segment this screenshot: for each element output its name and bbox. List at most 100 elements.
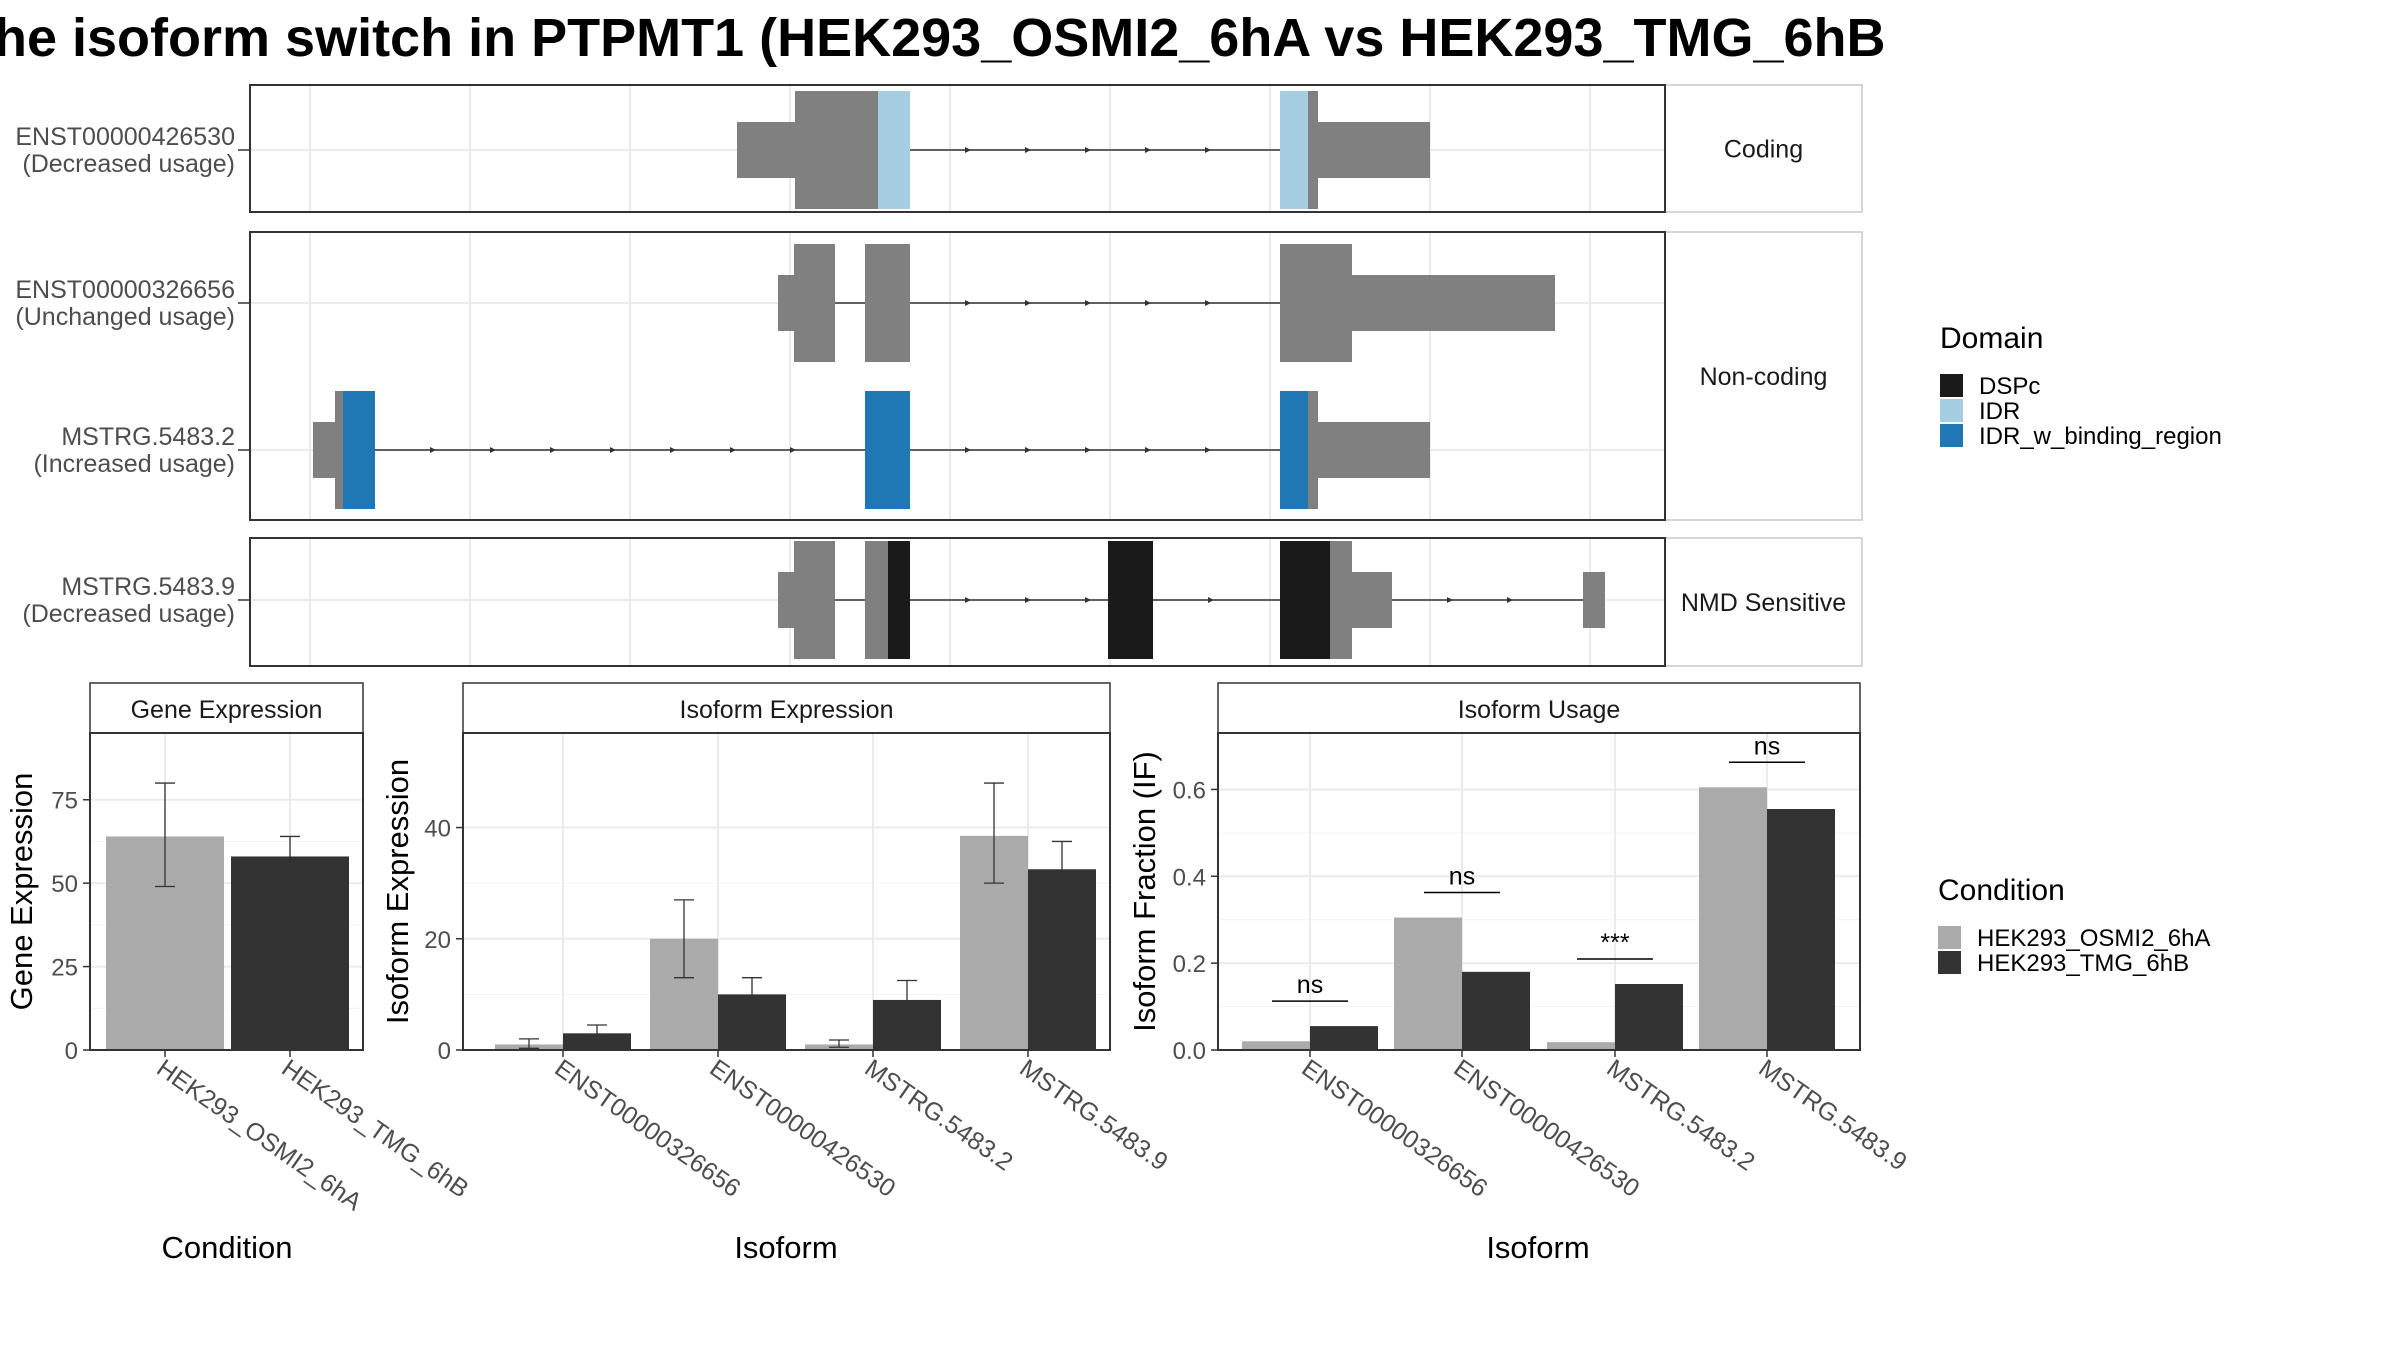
y-tick-label: 0.4 [1173, 864, 1206, 891]
exon-block [335, 391, 343, 509]
intron-arrow [1085, 447, 1091, 453]
bar-HEK293_OSMI2_6hA-ENST00000426530 [1394, 917, 1462, 1050]
domain-legend-title: Domain [1940, 322, 2043, 355]
x-axis-title: Isoform [1486, 1230, 1589, 1265]
plot-border-2 [1217, 732, 1861, 1051]
structure-strip-1 [1664, 231, 1863, 521]
intron-arrow [1205, 447, 1211, 453]
intron-arrow [1447, 597, 1453, 603]
panel-strip [89, 682, 364, 734]
intron-arrow [1085, 300, 1091, 306]
panel-strip [1217, 682, 1861, 734]
bar-HEK293_TMG_6hB-MSTRG.5483.9 [1767, 808, 1835, 1050]
domain-block-IDR [1280, 91, 1308, 209]
domain-block-IDR_w_binding_region [865, 391, 910, 509]
bar-HEK293_TMG_6hB-MSTRG.5483.9 [1028, 869, 1096, 1050]
exon-block [1318, 122, 1430, 178]
exon-block [1280, 244, 1352, 362]
x-tick-label: HEK293_OSMI2_6hA [152, 1054, 368, 1217]
y-tick-label: 0 [65, 1038, 78, 1065]
exon-block [794, 541, 835, 659]
y-tick-label: 40 [424, 816, 451, 843]
transcript-usage-label: (Decreased usage) [22, 600, 235, 628]
y-tick-label: 0 [438, 1038, 451, 1065]
domain-block-DSPc [1108, 541, 1153, 659]
panel-strip-label: Gene Expression [131, 696, 323, 724]
domain-block-IDR_w_binding_region [343, 391, 375, 509]
intron-arrow [1208, 597, 1214, 603]
y-tick-label: 50 [51, 871, 78, 898]
panel-strip-label: Isoform Expression [680, 696, 894, 724]
panel-strip [462, 682, 1111, 734]
intron-arrow [965, 447, 971, 453]
transcript-usage-label: (Unchanged usage) [15, 303, 235, 331]
structure-strip-2 [1664, 537, 1863, 667]
intron-arrow [1205, 147, 1211, 153]
bar-HEK293_OSMI2_6hA-ENST00000326656 [1242, 1041, 1310, 1050]
significance-label: *** [1600, 929, 1629, 957]
transcript-id-label: MSTRG.5483.2 [61, 423, 235, 451]
intron-arrow [1025, 447, 1031, 453]
expression-panels: Gene Expression0255075HEK293_OSMI2_6hAHE… [4, 682, 1912, 1265]
bar-HEK293_TMG_6hB-HEK293_TMG_6hB [231, 856, 349, 1050]
x-tick-label: MSTRG.5483.2 [860, 1054, 1018, 1177]
bar-HEK293_OSMI2_6hA-MSTRG.5483.9 [1699, 787, 1767, 1050]
domain-legend-label: IDR [1979, 398, 2020, 425]
bar-HEK293_TMG_6hB-ENST00000326656 [1310, 1026, 1378, 1050]
intron-arrow [1205, 300, 1211, 306]
y-axis-title: Isoform Fraction (IF) [1127, 751, 1162, 1032]
intron-arrow [790, 447, 796, 453]
intron-arrow [1507, 597, 1513, 603]
x-axis-title: Condition [162, 1230, 293, 1265]
exon-block [794, 244, 835, 362]
intron-arrow [1145, 300, 1151, 306]
bar-HEK293_OSMI2_6hA-MSTRG.5483.2 [1547, 1042, 1615, 1050]
domain-block-IDR [878, 91, 910, 209]
exon-block [795, 91, 878, 209]
y-tick-label: 20 [424, 927, 451, 954]
intron-arrow [1085, 147, 1091, 153]
y-tick-label: 0.6 [1173, 777, 1206, 804]
domain-legend-key-IDR_w_binding_region [1940, 424, 1963, 447]
exon-block [737, 122, 795, 178]
exon-block [1308, 91, 1318, 209]
intron-arrow [1025, 147, 1031, 153]
exon-block [778, 572, 794, 628]
structure-panel-2 [250, 538, 1665, 666]
exon-block [1308, 391, 1318, 509]
structure-strip-0 [1664, 84, 1863, 213]
x-tick-label: MSTRG.5483.9 [1015, 1054, 1173, 1177]
domain-legend-key-DSPc [1940, 374, 1963, 397]
exon-block [1352, 572, 1392, 628]
structure-strip-label: Coding [1724, 136, 1803, 164]
exon-block [865, 244, 910, 362]
domain-block-DSPc [888, 541, 910, 659]
exon-block [778, 275, 794, 331]
intron-arrow [1025, 300, 1031, 306]
panel-strip-label: Isoform Usage [1458, 696, 1621, 724]
plot-border-1 [462, 732, 1111, 1051]
structure-panel-border [249, 231, 1666, 521]
exon-block [1318, 422, 1430, 478]
domain-block-DSPc [1280, 541, 1330, 659]
transcript-id-label: MSTRG.5483.9 [61, 573, 235, 601]
transcript-usage-label: (Decreased usage) [22, 150, 235, 178]
structure-strip-label: NMD Sensitive [1681, 589, 1846, 617]
intron-arrow [670, 447, 676, 453]
exon-block [1330, 541, 1352, 659]
bar-HEK293_TMG_6hB-MSTRG.5483.2 [1615, 983, 1683, 1050]
bar-HEK293_TMG_6hB-ENST00000426530 [1462, 971, 1530, 1050]
condition-legend-key-HEK293_TMG_6hB [1938, 951, 1961, 974]
intron-arrow [965, 300, 971, 306]
x-axis-title: Isoform [734, 1230, 837, 1265]
transcript-usage-label: (Increased usage) [33, 450, 235, 478]
structure-panel-border [249, 537, 1666, 667]
plot-border-0 [89, 732, 364, 1051]
condition-legend-label: HEK293_TMG_6hB [1977, 950, 2189, 977]
y-tick-label: 0.0 [1173, 1038, 1206, 1065]
structure-panel-border [249, 84, 1666, 213]
intron-arrow [610, 447, 616, 453]
domain-legend-key-IDR [1940, 399, 1963, 422]
structure-strip-label: Non-coding [1700, 363, 1828, 391]
y-axis-title: Isoform Expression [380, 759, 415, 1024]
